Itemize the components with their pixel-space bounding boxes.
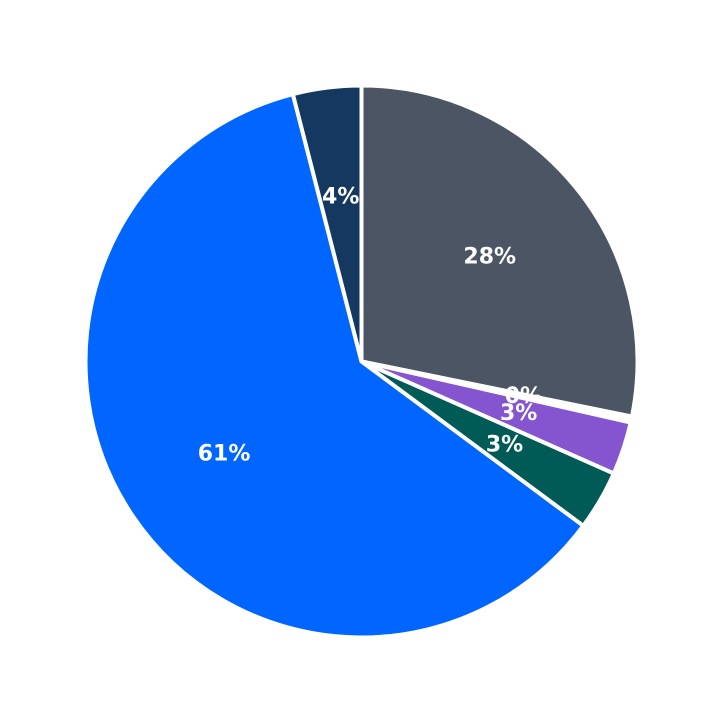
pie-slice-label-1: 0%	[505, 384, 542, 409]
pie-slice-label-0: 28%	[463, 244, 516, 269]
pie-slice-5	[290, 83, 364, 362]
pie-slice-label-4: 61%	[198, 441, 251, 466]
pie-slice-4	[83, 91, 587, 640]
pie-slice-label-3: 3%	[486, 432, 523, 457]
slices-layer	[83, 83, 640, 640]
pie-slice-label-2: 3%	[500, 401, 537, 426]
labels-layer: 28%0%3%3%61%4%	[198, 185, 542, 467]
pie-slice-label-5: 4%	[322, 185, 359, 210]
pie-slice-0	[359, 83, 640, 419]
